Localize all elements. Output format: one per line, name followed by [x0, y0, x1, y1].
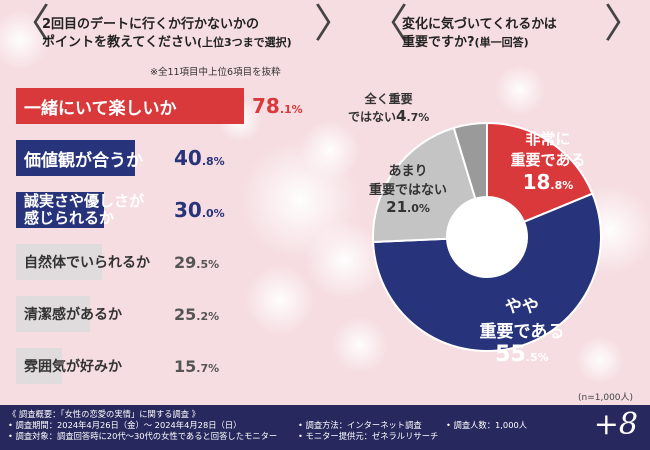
label-very-important: 非常に 重要である 18.8%	[510, 130, 586, 194]
bar-label: 清潔感があるか	[24, 307, 122, 323]
bar-value-label: 40.8%	[174, 146, 225, 170]
bar-value-label: 29.5%	[174, 253, 220, 272]
survey-footer: 《 調査概要：「女性の恋愛の実情」に関する調査 》 • 調査期間：2024年4月…	[0, 405, 650, 450]
bar-row-4: 自然体でいられるか 29.5%	[16, 244, 219, 280]
donut-value-label: 4.7%	[396, 107, 430, 125]
footer-line-2: • 調査期間：2024年4月26日（金）～ 2024年4月28日（日）	[8, 420, 242, 430]
bar-value-label: 25.2%	[174, 305, 220, 324]
right-question-header: 〈 変化に気づいてくれるかは 重要ですか?(単一回答) 〉	[368, 4, 644, 56]
bar-row-6: 雰囲気が好みか 15.7%	[16, 348, 219, 384]
bar-label: 雰囲気が好みか	[24, 359, 122, 375]
bar-row-2: 価値観が合うか 40.8%	[16, 140, 225, 176]
bar-row-5: 清潔感があるか 25.2%	[16, 296, 219, 332]
left-chart-note: ※全11項目中上位6項目を抜粋	[150, 67, 281, 78]
bar-value-label: 30.0%	[174, 198, 225, 222]
bar-value-label: 78.1%	[252, 94, 303, 118]
bar-label: 誠実さや優しさが 感じられるか	[24, 192, 145, 227]
footer-line-1: 《 調査概要：「女性の恋愛の実情」に関する調査 》	[8, 409, 200, 419]
sample-size-note: (n=1,000人)	[578, 393, 634, 403]
right-bracket: 〉	[604, 1, 644, 47]
bar-label: 自然体でいられるか	[24, 255, 150, 271]
footer-respondents: • 調査人数：1,000人	[446, 420, 528, 430]
bar-value-label: 15.7%	[174, 357, 220, 376]
donut-value-label: 55.5%	[495, 342, 549, 367]
right-header-paren: (単一回答)	[474, 36, 529, 49]
bar-label: 一緒にいて楽しいか	[24, 98, 177, 119]
left-header-paren: (上位3つまで選択)	[196, 36, 292, 49]
brand-logo: +8	[593, 407, 638, 442]
left-question-header: 〈 2回目のデートに行くか行かないかの ポイントを教えてください(上位3つまで選…	[10, 4, 354, 56]
donut-hole	[447, 197, 527, 277]
right-bracket: 〉	[314, 1, 354, 47]
bar-row-3: 誠実さや優しさが 感じられるか 30.0%	[16, 192, 225, 228]
footer-provider: • モニター提供元：ゼネラルリサーチ	[298, 431, 439, 441]
slice-somewhat-important	[372, 192, 602, 352]
left-bracket: 〈	[368, 1, 408, 47]
label-not-important: 全く重要 ではない4.7%	[348, 92, 430, 125]
label-not-very-important: あまり 重要ではない 21.0%	[369, 164, 448, 216]
donut-value-label: 18.8%	[522, 170, 574, 194]
right-header-line1: 変化に気づいてくれるかは	[402, 17, 557, 32]
bar-fill	[16, 244, 102, 280]
left-bracket: 〈	[10, 1, 50, 47]
bar-fill	[16, 88, 244, 124]
donut-value-label: 21.0%	[386, 198, 430, 216]
bar-fill	[16, 140, 135, 176]
footer-line-3: • 調査対象：調査回答時に20代～30代の女性であると回答したモニター	[8, 431, 278, 441]
left-header-line2: ポイントを教えてください(上位3つまで選択)	[42, 35, 292, 50]
bar-fill	[16, 192, 104, 228]
bar-fill	[16, 296, 90, 332]
left-header-line1: 2回目のデートに行くか行かないかの	[42, 17, 260, 32]
bar-label: 価値観が合うか	[24, 150, 143, 171]
label-somewhat-important: やや 重要である 55.5%	[479, 297, 565, 367]
footer-method: • 調査方法：インターネット調査	[298, 420, 422, 430]
right-header-line2: 重要ですか?(単一回答)	[402, 35, 529, 50]
bar-row-1: 一緒にいて楽しいか 78.1%	[16, 88, 303, 124]
bar-fill	[16, 348, 62, 384]
